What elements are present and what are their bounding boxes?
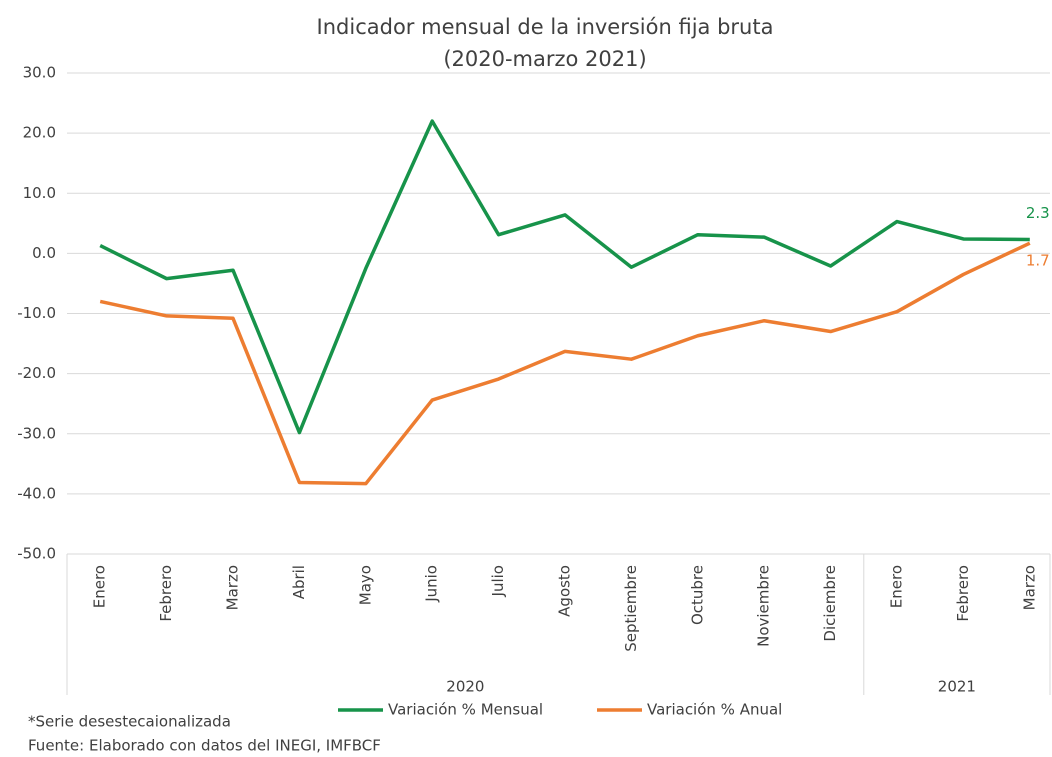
data-label: 1.7 xyxy=(1026,252,1050,270)
data-label: 2.3 xyxy=(1026,204,1050,222)
x-tick-label: Febrero xyxy=(954,565,972,622)
y-tick-label: -40.0 xyxy=(17,484,56,502)
legend-label: Variación % Anual xyxy=(647,701,782,719)
x-tick-label: Abril xyxy=(290,565,308,599)
y-tick-label: 10.0 xyxy=(23,184,56,202)
x-tick-label: Mayo xyxy=(356,565,374,605)
note: *Serie desestecaionalizada xyxy=(28,713,231,731)
y-tick-label: -10.0 xyxy=(17,304,56,322)
group-label: 2020 xyxy=(446,678,484,696)
source: Fuente: Elaborado con datos del INEGI, I… xyxy=(28,737,381,755)
x-tick-label: Marzo xyxy=(224,565,242,610)
y-tick-label: 30.0 xyxy=(23,64,56,82)
y-tick-label: -20.0 xyxy=(17,364,56,382)
chart-title: Indicador mensual de la inversión fija b… xyxy=(317,15,774,39)
group-label: 2021 xyxy=(938,678,976,696)
x-tick-label: Noviembre xyxy=(755,565,773,647)
x-tick-label: Marzo xyxy=(1020,565,1038,610)
x-tick-label: Septiembre xyxy=(622,565,640,652)
y-tick-label: 20.0 xyxy=(23,124,56,142)
x-tick-label: Julio xyxy=(489,565,507,597)
x-tick-label: Octubre xyxy=(688,565,706,625)
y-tick-label: 0.0 xyxy=(32,244,56,262)
x-tick-label: Diciembre xyxy=(821,565,839,642)
x-tick-label: Junio xyxy=(423,565,441,603)
y-tick-label: -30.0 xyxy=(17,424,56,442)
legend-label: Variación % Mensual xyxy=(388,701,543,719)
x-tick-label: Enero xyxy=(888,565,906,608)
x-tick-label: Agosto xyxy=(556,565,574,617)
y-tick-label: -50.0 xyxy=(17,545,56,563)
series-line xyxy=(99,241,1031,486)
x-tick-label: Enero xyxy=(91,565,109,608)
x-tick-label: Febrero xyxy=(157,565,175,622)
chart-subtitle: (2020-marzo 2021) xyxy=(443,47,646,71)
series-line xyxy=(99,119,1030,435)
